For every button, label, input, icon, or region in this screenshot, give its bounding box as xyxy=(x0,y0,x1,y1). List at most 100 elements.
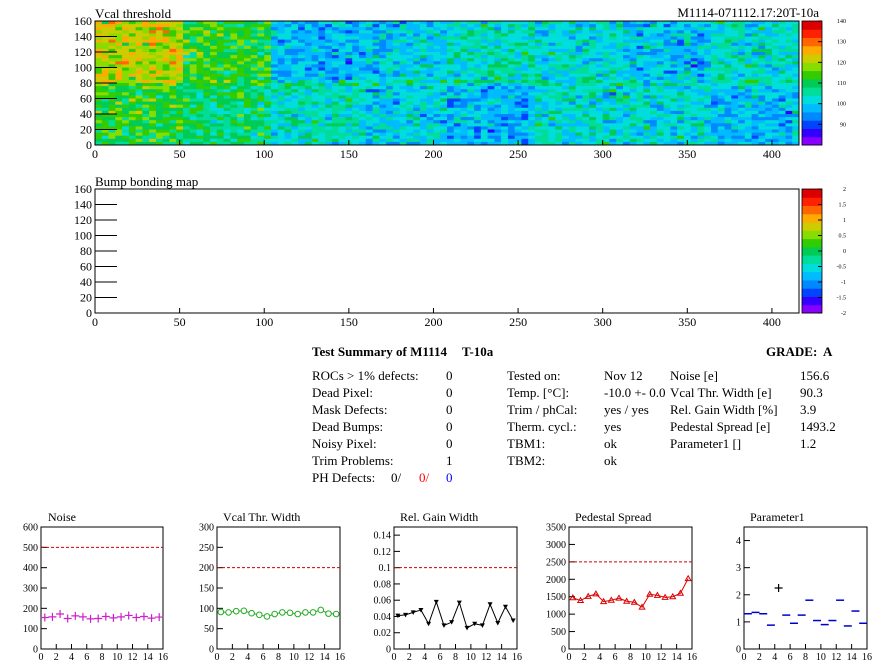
heatmap-cell xyxy=(406,114,414,118)
heatmap-cell xyxy=(433,58,441,62)
heatmap-cell xyxy=(413,48,421,53)
heatmap-cell xyxy=(663,110,671,115)
heatmap-cell xyxy=(189,73,197,78)
heatmap-cell xyxy=(582,135,590,140)
heatmap-cell xyxy=(304,83,313,87)
heatmap-cell xyxy=(501,73,509,78)
heatmap-cell xyxy=(379,101,387,106)
heatmap-cell xyxy=(291,95,299,99)
heatmap-cell xyxy=(562,73,570,78)
heatmap-cell xyxy=(196,107,204,112)
heatmap-cell xyxy=(501,141,509,146)
data-point xyxy=(630,598,639,605)
heatmap-cell xyxy=(318,21,326,25)
heatmap-cell xyxy=(521,129,529,133)
heatmap-cell xyxy=(568,138,577,143)
heatmap-cell xyxy=(724,42,732,47)
heatmap-cell xyxy=(474,73,482,78)
left-label-0: ROCs > 1% defects: xyxy=(312,368,419,383)
heatmap-cell xyxy=(562,27,570,31)
heatmap-cell xyxy=(392,120,401,124)
heatmap-cell xyxy=(548,79,556,84)
heatmap-cell xyxy=(318,92,326,96)
heatmap-cell xyxy=(589,120,597,124)
heatmap-cell xyxy=(352,104,360,109)
heatmap-cell xyxy=(155,76,164,81)
heatmap-cell xyxy=(501,58,509,62)
heatmap-cell xyxy=(650,110,658,115)
heatmap-cell xyxy=(507,132,516,137)
heatmap-cell xyxy=(345,107,353,112)
heatmap-cell xyxy=(331,45,340,50)
heatmap-cell xyxy=(453,70,461,75)
heatmap-cell xyxy=(149,129,157,133)
heatmap-cell xyxy=(690,55,698,59)
heatmap-cell xyxy=(744,83,753,87)
heatmap-cell xyxy=(237,123,245,127)
heatmap-cell xyxy=(216,27,225,31)
plot-noise-y-tick-label: 100 xyxy=(23,624,38,635)
heatmap-cell xyxy=(359,101,367,106)
heatmap-cell xyxy=(433,79,441,84)
heatmap-cell xyxy=(629,114,637,118)
heatmap-cell xyxy=(528,86,536,90)
heatmap-cell xyxy=(602,89,610,93)
heatmap-cell xyxy=(771,27,780,31)
heatmap-cell xyxy=(521,141,529,146)
heatmap-cell xyxy=(271,126,279,130)
heatmap-cell xyxy=(359,92,367,96)
left-value-5: 1 xyxy=(446,453,453,468)
heatmap-cell xyxy=(331,101,340,106)
heatmap-cell xyxy=(771,33,780,37)
heatmap-cell xyxy=(440,114,448,118)
heatmap-cell xyxy=(277,107,285,112)
heatmap-cell xyxy=(386,30,394,34)
heatmap-cell xyxy=(670,123,678,127)
heatmap-cell xyxy=(257,52,265,56)
heatmap-cell xyxy=(257,83,265,87)
heatmap-cell xyxy=(656,86,665,90)
heatmap-cell xyxy=(650,135,658,140)
heatmap-cell xyxy=(352,55,360,59)
palette-swatch xyxy=(802,197,822,207)
heatmap-cell xyxy=(697,107,705,112)
heatmap-cell xyxy=(196,86,204,90)
heatmap-cell xyxy=(602,86,610,90)
heatmap-cell xyxy=(568,58,577,62)
heatmap-cell xyxy=(765,52,773,56)
heatmap-cell xyxy=(155,107,164,112)
heatmap-cell xyxy=(142,101,150,106)
heatmap-cell xyxy=(210,21,218,25)
heatmap-cell xyxy=(656,48,665,53)
heatmap-cell xyxy=(237,36,245,40)
heatmap-cell xyxy=(419,42,428,47)
heatmap-cell xyxy=(359,141,367,146)
heatmap-cell xyxy=(460,120,468,124)
heatmap-cell xyxy=(460,21,468,25)
heatmap-cell xyxy=(345,110,353,115)
heatmap-cell xyxy=(176,126,184,130)
heatmap-cell xyxy=(176,83,184,87)
heatmap-cell xyxy=(311,21,319,25)
heatmap-cell xyxy=(555,135,563,140)
data-point xyxy=(101,612,110,621)
heatmap-cell xyxy=(399,48,407,53)
heatmap-cell xyxy=(562,76,570,81)
heatmap-cell xyxy=(101,132,109,137)
heatmap-cell xyxy=(325,95,333,99)
heatmap-cell xyxy=(115,120,123,124)
heatmap-cell xyxy=(250,114,258,118)
heatmap-cell xyxy=(372,104,380,109)
heatmap-cell xyxy=(724,114,732,118)
heatmap-cell xyxy=(149,104,157,109)
heatmap-cell xyxy=(298,138,306,143)
heatmap-cell xyxy=(636,27,644,31)
heatmap-cell xyxy=(230,61,238,65)
heatmap-cell xyxy=(338,126,346,130)
heatmap-cell xyxy=(677,86,685,90)
heatmap-cell xyxy=(135,95,143,99)
heatmap-cell xyxy=(514,86,522,90)
heatmap-cell xyxy=(670,39,678,44)
heatmap-cell xyxy=(189,92,197,96)
heatmap-cell xyxy=(237,24,245,28)
